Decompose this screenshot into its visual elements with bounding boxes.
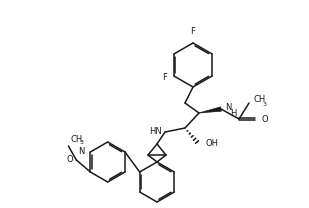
Text: O: O <box>67 155 73 163</box>
Text: N: N <box>225 104 231 113</box>
Text: H: H <box>230 109 236 118</box>
Text: 3: 3 <box>263 102 267 106</box>
Polygon shape <box>199 107 221 113</box>
Text: F: F <box>162 73 167 82</box>
Text: F: F <box>191 27 195 36</box>
Text: N: N <box>78 147 84 156</box>
Text: CH: CH <box>70 135 83 144</box>
Text: HN: HN <box>149 126 162 135</box>
Text: O: O <box>261 114 268 124</box>
Text: CH: CH <box>254 95 266 104</box>
Text: 3: 3 <box>79 140 83 145</box>
Text: OH: OH <box>205 140 218 149</box>
